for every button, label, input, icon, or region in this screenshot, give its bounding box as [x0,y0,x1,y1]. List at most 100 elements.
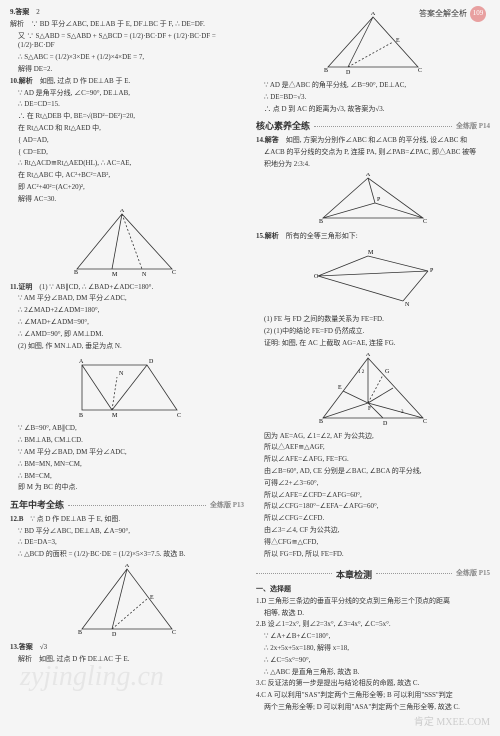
c2-l1: 2.B 设∠1=2x°, 则∠2=3x°, ∠3=4x°, ∠C=5x°. [256,620,490,630]
q9-l2: 又 ∵ S△ABD = S△ABD + S△BCD = (1/2)·BC·DF … [10,32,244,52]
q15c-l5: 可得∠2+∠3=60°, [256,479,490,489]
q15b-l2: (2) (1)中的结论 FE=FD 仍然成立. [256,327,490,337]
q9-l3: ∴ S△ABC = (1/2)×3×DE + (1/2)×4×DE = 7, [10,53,244,63]
rtop-l3: ∴ 点 D 到 AC 的距离为√3, 故答案为√3. [256,105,490,115]
q11b-l6: 即 M 为 BC 的中点. [10,483,244,493]
q14-title: 14.解答 如图, 方案为分别作∠ABC 和∠ACB 的平分线, 设∠ABC 和 [256,136,490,146]
q11-l3: ∴ 2∠MAD+2∠ADM=180°, [10,306,244,316]
q15b-l3: 证明: 如图, 在 AC 上截取 AG=AE, 连接 FG. [256,339,490,349]
q15-title: 15.解析 所有的全等三角形如下: [256,232,490,242]
svg-text:A: A [125,564,130,569]
section-wuban: 五年中考全练 全练版 P13 [10,499,244,512]
svg-text:N: N [142,272,147,278]
q15b-l1: (1) FE 与 FD 之间的数量关系为 FE=FD. [256,315,490,325]
q10-l7: { CD=ED, [10,148,244,158]
q15c-l2: 所以△AEF≅△AGF, [256,443,490,453]
q9-l1: 解析 ∵ BD 平分∠ABC, DE⊥AB 于 E, DF⊥BC 于 F, ∴ … [10,20,244,30]
svg-text:A: A [366,173,371,178]
svg-text:N: N [405,302,410,308]
q11-l5: ∴ ∠AMD=90°, 即 AM⊥DM. [10,330,244,340]
q9-l4: 解得 DE=2. [10,65,244,75]
svg-text:C: C [423,219,427,225]
svg-text:N: N [119,371,124,377]
svg-text:E: E [150,595,154,601]
q11-l4: ∴ ∠MAD+∠ADM=90°, [10,318,244,328]
svg-text:M: M [112,413,118,419]
q15c-l6: 所以∠AFE=∠CFD=∠AFG=60°, [256,491,490,501]
svg-text:P: P [377,197,381,203]
q10-l6: { AD=AD, [10,136,244,146]
figure-15b: A B C D E F G 1 2 3 [256,353,490,428]
q15c-l9: 由∠3=∠4, CF 为公共边, [256,526,490,536]
svg-text:B: B [79,413,83,419]
c1-l2: 相等, 故选 D. [256,609,490,619]
q10-l4: ∴ 在 Rt△DEB 中, BE=√(BD²−DE²)=20, [10,112,244,122]
figure-12: A B C D E [10,564,244,639]
svg-text:B: B [319,219,323,225]
q12-l3: ∴ DE=DA=3, [10,538,244,548]
figure-11: A D B C M N [10,355,244,420]
q15c-l3: 所以∠AFE=∠AFG, FE=FG. [256,455,490,465]
q11-l6: (2) 如图, 作 MN⊥AD, 垂足为点 N. [10,342,244,352]
section-benzhang: 本章检测 全练版 P15 [256,565,490,582]
q13-title: 13.答案 √3 [10,643,244,653]
c4-l2: 两个三角形全等; D 可以利用"ASA"判定两个三角形全等, 故选 C. [256,703,490,713]
left-column: 9.答案 2 解析 ∵ BD 平分∠ABC, DE⊥AB 于 E, DF⊥BC … [10,8,244,715]
q10-l2: ∵ AD 是角平分线, ∠C=90°, DE⊥AB, [10,89,244,99]
q11b-l5: ∴ BM=CM, [10,472,244,482]
header-label: 答案全解全析 [419,8,467,19]
figure-15a: O M P N [256,246,490,311]
rtop-l1: ∵ AD 是△ABC 的角平分线, ∠B=90°, DE⊥AC, [256,81,490,91]
q13-l1: 解析 如图, 过点 D 作 DE⊥AC 于 E. [10,655,244,665]
svg-text:A: A [371,12,376,17]
q15c-l8: 所以∠CFG=∠CFD. [256,514,490,524]
right-column: A B C D E ∵ AD 是△ABC 的角平分线, ∠B=90°, DE⊥A… [256,8,490,715]
q15c-l7: 所以∠CFG=180°−∠EFA−∠AFG=60°, [256,502,490,512]
q11b-l3: ∵ AM 平分∠BAD, DM 平分∠ADC, [10,448,244,458]
q10-l9: 在 Rt△ABC 中, AC²+BC²=AB², [10,171,244,181]
q10-l8: ∴ Rt△ACD≅Rt△AED(HL), ∴ AC=AE, [10,159,244,169]
rtop-l2: ∴ DE=BD=√3. [256,93,490,103]
svg-text:D: D [112,632,117,638]
q11-title: 11.证明 (1) ∵ AB∥CD, ∴ ∠BAD+∠ADC=180°. [10,283,244,293]
svg-text:B: B [78,630,82,636]
svg-text:B: B [324,68,328,74]
svg-text:C: C [423,419,427,425]
c2-l4: ∴ ∠C=5x°=90°, [256,656,490,666]
page-number: 109 [470,6,486,22]
c3-l1: 3.C 反证法的第一步是提出与结论相反的命题, 故选 C. [256,679,490,689]
svg-text:E: E [396,38,400,44]
q12-l2: ∵ BD 平分∠ABC, DE⊥AB, ∠A=90°, [10,527,244,537]
svg-text:A: A [120,209,125,214]
q14-l3: 积地分为 2:3:4. [256,160,490,170]
svg-text:D: D [383,421,388,427]
svg-text:A: A [79,359,84,365]
section-hexin: 核心素养全练 全练版 P14 [256,120,490,133]
q10-title: 10.解析 如图, 过点 D 作 DE⊥AB 于 E. [10,77,244,87]
q12-title: 12.B ∵ 点 D 作 DE⊥AB 于 E, 如图. [10,515,244,525]
svg-text:C: C [172,630,176,636]
svg-text:A: A [366,353,371,358]
svg-text:P: P [430,268,434,274]
q9-title: 9.答案 2 [10,8,244,18]
svg-text:B: B [319,419,323,425]
q14-l2: ∠ACB 的平分线的交点为 P, 连接 PA, 则∠PAB=∠PAC, 即△AB… [256,148,490,158]
q11b-l4: ∴ BM=MN, MN=CM, [10,460,244,470]
svg-text:1 2: 1 2 [358,370,365,375]
q11-l2: ∵ AM 平分∠BAD, DM 平分∠ADC, [10,294,244,304]
c4-l1: 4.C A 可以利用"SAS"判定两个三角形全等; B 可以利用"SSS"判定 [256,691,490,701]
svg-text:B: B [74,270,78,276]
page-header: 答案全解全析 109 [419,6,486,22]
svg-text:D: D [346,70,351,76]
svg-text:E: E [338,385,342,391]
svg-text:G: G [385,369,390,375]
c1-l1: 1.D 三角形三条边的垂直平分线的交点到三角形三个顶点的距离 [256,597,490,607]
q11b-l2: ∴ BM⊥AB, CM⊥CD. [10,436,244,446]
q15c-l11: 所以 FG=FD, 所以 FE=FD. [256,550,490,560]
q11b-l1: ∵ ∠B=90°, AB∥CD, [10,424,244,434]
q10-l11: 解得 AC=30. [10,195,244,205]
choice-header: 一、选择题 [256,585,490,595]
svg-text:O: O [314,274,319,280]
q10-l10: 即 AC²+40²=(AC+20)², [10,183,244,193]
svg-text:C: C [177,413,181,419]
